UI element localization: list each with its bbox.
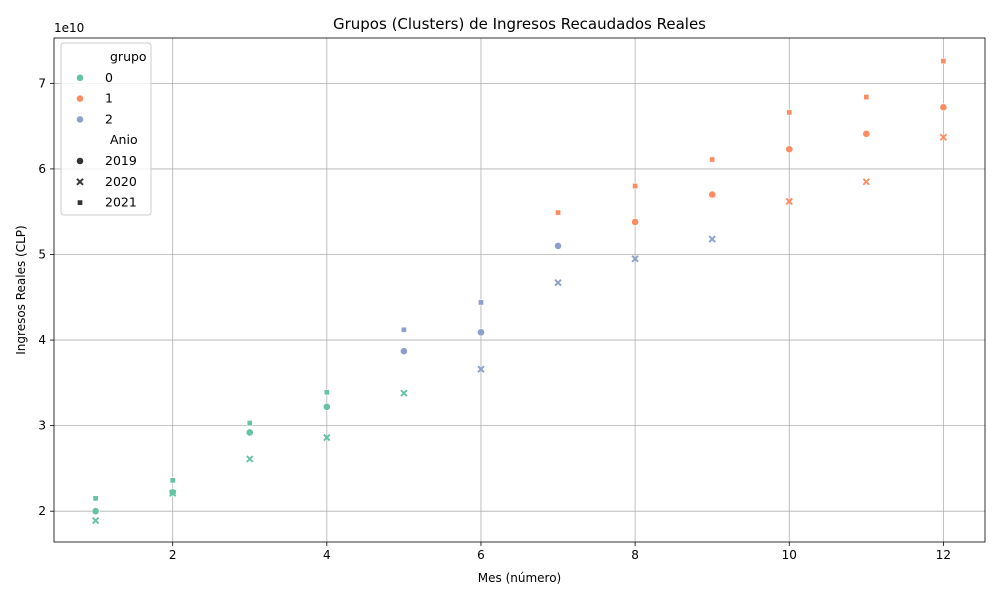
data-point-grupo-1-2021 xyxy=(786,109,793,116)
data-point-grupo-2-2020 xyxy=(631,255,639,263)
legend-marker-grupo-2 xyxy=(76,115,84,124)
data-point-grupo-2-2019 xyxy=(399,347,408,356)
x-tick-label: 8 xyxy=(631,548,639,562)
data-point-grupo-1-2021 xyxy=(940,58,947,64)
data-point-grupo-0-2019 xyxy=(322,402,331,411)
data-point-grupo-1-2019 xyxy=(631,218,640,226)
y-tick-label: 5 xyxy=(38,247,46,261)
x-tick-label: 4 xyxy=(323,548,331,562)
grid xyxy=(54,38,985,542)
data-point-grupo-0-2020 xyxy=(400,389,408,397)
data-point-grupo-1-2021 xyxy=(863,94,870,100)
legend-marker-anio-2020 xyxy=(76,178,84,186)
data-point-grupo-0-2021 xyxy=(323,389,330,396)
data-point-grupo-2-2020 xyxy=(708,235,716,243)
data-point-grupo-2-2021 xyxy=(401,326,407,333)
legend-style-title: Anio xyxy=(110,132,138,147)
data-point-grupo-2-2019 xyxy=(477,328,485,337)
data-points xyxy=(91,58,948,525)
x-tick-label: 10 xyxy=(782,548,797,562)
y-tick-label: 6 xyxy=(38,162,46,176)
data-point-grupo-1-2020 xyxy=(785,197,793,206)
data-point-grupo-0-2020 xyxy=(246,455,254,463)
data-point-grupo-0-2021 xyxy=(169,477,176,484)
data-point-grupo-2-2020 xyxy=(554,279,562,287)
legend-label-anio-2019: 2019 xyxy=(105,153,137,168)
x-tick-label: 6 xyxy=(477,548,485,562)
data-point-grupo-0-2020 xyxy=(91,516,100,525)
data-point-grupo-1-2021 xyxy=(555,209,561,216)
legend-marker-grupo-0 xyxy=(76,73,84,82)
legend-marker-anio-2021 xyxy=(77,199,83,206)
data-point-grupo-1-2021 xyxy=(632,183,638,189)
data-point-grupo-1-2019 xyxy=(785,145,794,154)
legend-box xyxy=(60,42,152,216)
legend: grupo 0 1 2 Anio 2019 2020 2021 xyxy=(60,42,152,216)
data-point-grupo-0-2021 xyxy=(92,495,99,502)
plot-frame xyxy=(53,37,986,543)
chart-title: Grupos (Clusters) de Ingresos Recaudados… xyxy=(333,15,706,33)
y-tick-label: 3 xyxy=(38,419,46,433)
data-point-grupo-0-2020 xyxy=(323,433,331,442)
data-point-grupo-0-2020 xyxy=(169,489,177,497)
legend-marker-grupo-1 xyxy=(76,94,84,103)
data-point-grupo-0-2019 xyxy=(245,428,254,437)
data-point-grupo-0-2021 xyxy=(246,420,253,426)
data-point-grupo-1-2021 xyxy=(709,156,716,163)
y-tick-label: 4 xyxy=(38,333,46,347)
legend-label-grupo-1: 1 xyxy=(105,91,113,106)
x-axis-label: Mes (número) xyxy=(478,571,561,585)
data-point-grupo-0-2019 xyxy=(91,507,100,516)
legend-hue-title: grupo xyxy=(110,49,147,64)
legend-label-anio-2020: 2020 xyxy=(105,174,137,189)
data-point-grupo-2-2020 xyxy=(477,365,485,373)
y-tick-label: 2 xyxy=(38,504,46,518)
y-tick-label: 7 xyxy=(38,76,46,90)
legend-label-grupo-2: 2 xyxy=(105,111,113,126)
data-point-grupo-2-2019 xyxy=(554,242,562,250)
data-point-grupo-1-2020 xyxy=(939,133,948,141)
data-point-grupo-1-2019 xyxy=(939,103,948,112)
legend-marker-anio-2019 xyxy=(76,157,84,165)
data-point-grupo-1-2019 xyxy=(708,190,717,199)
data-point-grupo-2-2021 xyxy=(478,299,484,306)
x-tick-label: 2 xyxy=(169,548,177,562)
y-axis-label: Ingresos Reales (CLP) xyxy=(14,225,28,354)
data-point-grupo-1-2020 xyxy=(862,178,870,186)
data-point-grupo-1-2019 xyxy=(862,129,871,138)
x-tick-label: 12 xyxy=(936,548,951,562)
y-axis-offset-text: 1e10 xyxy=(54,21,84,35)
legend-label-grupo-0: 0 xyxy=(105,70,113,85)
legend-label-anio-2021: 2021 xyxy=(105,195,137,210)
